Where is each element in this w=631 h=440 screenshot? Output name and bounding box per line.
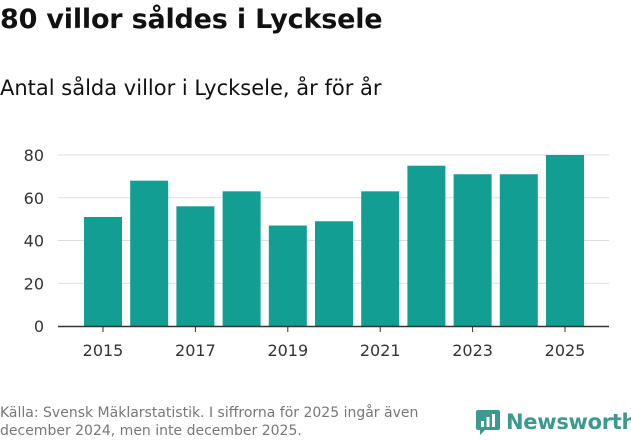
bar-2021 xyxy=(361,191,400,326)
x-tick-label-2023: 2023 xyxy=(452,341,493,360)
x-tick-label-2025: 2025 xyxy=(545,341,586,360)
newsworthy-logo: Newsworthy xyxy=(476,409,631,435)
newsworthy-brand-name: Newsworthy xyxy=(506,410,631,434)
x-tick-label-2017: 2017 xyxy=(175,341,216,360)
x-axis-ticks: 2015 2017 2019 2021 2023 2025 xyxy=(83,326,586,360)
bar-2024 xyxy=(499,174,538,326)
newsworthy-logo-icon xyxy=(476,410,500,435)
x-tick-label-2015: 2015 xyxy=(83,341,124,360)
x-tick-label-2019: 2019 xyxy=(267,341,308,360)
y-tick-label-80: 80 xyxy=(24,146,44,165)
source-note: Källa: Svensk Mäklarstatistik. I siffror… xyxy=(0,405,419,439)
bar-2020 xyxy=(315,221,353,326)
bar-2015 xyxy=(84,216,122,326)
bar-2025 xyxy=(546,155,584,326)
y-tick-label-0: 0 xyxy=(34,317,44,336)
x-tick-label-2021: 2021 xyxy=(360,341,401,360)
bar-2016 xyxy=(130,180,169,326)
bar-2018 xyxy=(222,191,261,326)
bar-2017 xyxy=(176,206,215,326)
y-tick-label-60: 60 xyxy=(24,189,44,208)
bars xyxy=(84,155,584,326)
bar-chart: 0 20 40 60 80 2015 2017 2019 2021 2023 2025 xyxy=(24,146,609,360)
chart-subtitle: Antal sålda villor i Lycksele, år för år xyxy=(0,76,382,100)
bar-2022 xyxy=(407,165,446,326)
bar-2019 xyxy=(268,225,307,326)
y-tick-label-40: 40 xyxy=(24,232,44,251)
bar-2023 xyxy=(453,174,492,326)
y-tick-label-20: 20 xyxy=(24,274,44,293)
chart-title: 80 villor såldes i Lycksele xyxy=(0,4,383,35)
y-axis-ticks: 0 20 40 60 80 xyxy=(24,146,44,336)
